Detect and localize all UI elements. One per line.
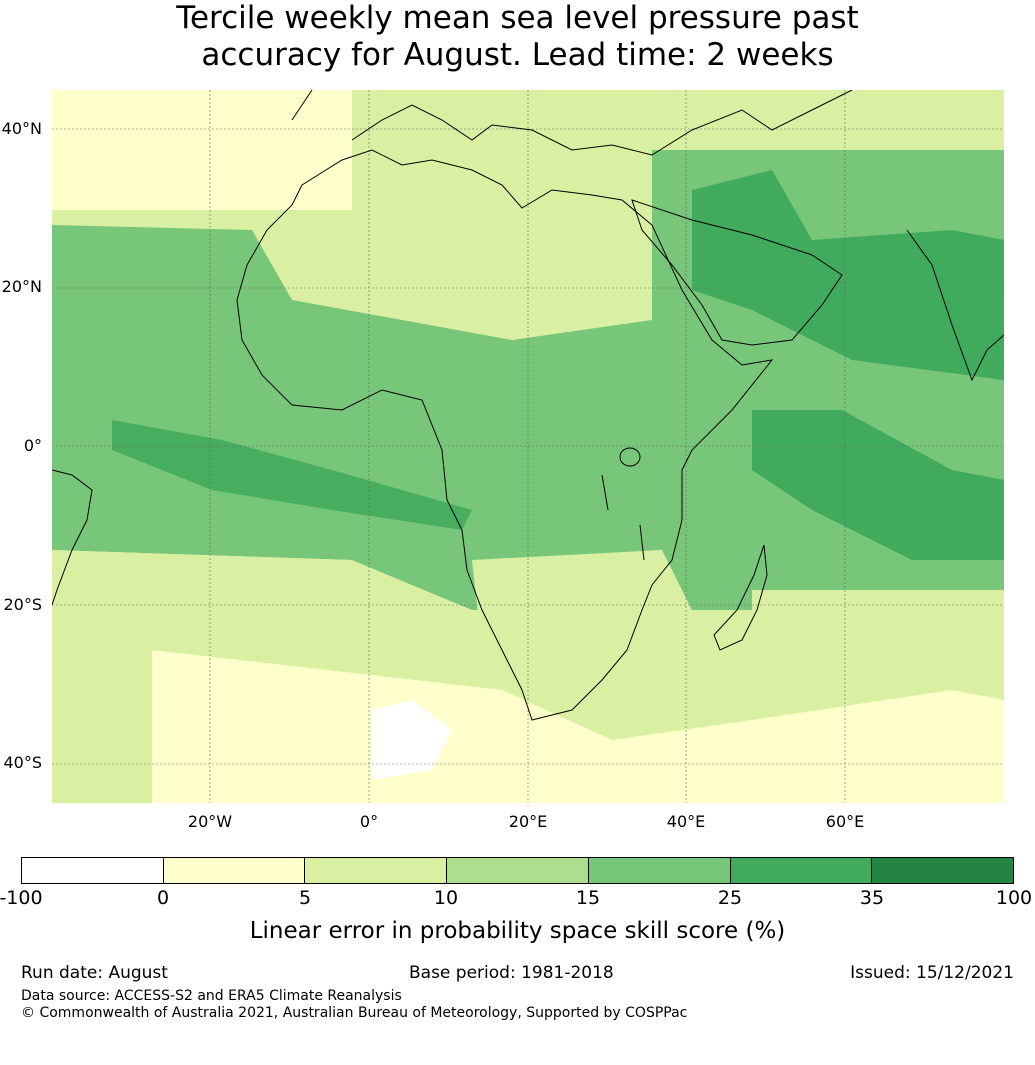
lake-victoria: [619, 447, 641, 467]
lon-label-60e: 60°E: [825, 812, 865, 831]
lake-tanganyika: [601, 474, 609, 511]
map-title-line-1: Tercile weekly mean sea level pressure p…: [176, 0, 859, 36]
zone-tropical-atlantic: [52, 225, 752, 610]
coastline-madagascar: [713, 544, 768, 651]
lake-malawi: [639, 524, 645, 561]
zone-tropical-band-high: [112, 420, 472, 530]
colorbar-segment-1: [22, 858, 164, 883]
colorbar-segment-5: [588, 858, 731, 883]
lat-label-40n: 40°N: [1, 119, 42, 138]
coastline-europe: [291, 90, 853, 156]
colorbar-tick: 15: [575, 887, 601, 909]
skill-score-map: [52, 90, 1004, 803]
lat-label-0: 0°: [23, 436, 42, 455]
lon-label-0: 0°: [359, 812, 379, 831]
lat-label-20s: 20°S: [3, 595, 42, 614]
colorbar-tick: 25: [717, 887, 743, 909]
coastline-arabia: [631, 199, 843, 346]
lon-label-40e: 40°E: [666, 812, 706, 831]
colorbar-tick: 35: [859, 887, 885, 909]
zone-north-atlantic: [52, 90, 352, 210]
copyright: © Commonwealth of Australia 2021, Austra…: [21, 1005, 688, 1021]
colorbar-segment-2: [163, 858, 306, 883]
lat-label-20n: 20°N: [1, 277, 42, 296]
coastline-india: [906, 229, 1004, 382]
colorbar-tick: 0: [156, 887, 170, 909]
colorbar-tick: 10: [433, 887, 459, 909]
issued-date: Issued: 15/12/2021: [850, 963, 1014, 983]
colorbar-tick: -100: [0, 887, 43, 909]
zone-southern-ocean: [152, 650, 1004, 803]
run-date: Run date: August: [21, 963, 168, 983]
colorbar-label: Linear error in probability space skill …: [249, 918, 786, 944]
lat-label-40s: 40°S: [3, 753, 42, 772]
colorbar-tick: 100: [995, 887, 1033, 909]
zone-southern-africa: [472, 550, 692, 740]
base-period: Base period: 1981-2018: [409, 963, 614, 983]
colorbar: [21, 857, 1014, 884]
lon-label-20e: 20°E: [508, 812, 548, 831]
colorbar-segment-4: [447, 858, 589, 883]
colorbar-tick: 5: [298, 887, 312, 909]
zone-sahara: [222, 200, 652, 340]
zone-europe: [352, 90, 672, 150]
zone-white-patch: [372, 700, 452, 780]
colorbar-segment-7: [872, 858, 1014, 883]
coastline-africa: [236, 149, 774, 721]
lon-label-20w: 20°W: [187, 812, 233, 831]
coastline-south-america: [52, 469, 93, 606]
colorbar-segment-6: [730, 858, 873, 883]
zone-indian-ocean-high: [752, 410, 1004, 560]
data-source: Data source: ACCESS-S2 and ERA5 Climate …: [21, 988, 402, 1004]
map-title: Tercile weekly mean sea level pressure p…: [0, 0, 1035, 74]
zone-arabia-high: [692, 170, 1004, 380]
map-title-line-2: accuracy for August. Lead time: 2 weeks: [201, 37, 834, 73]
colorbar-segment-3: [305, 858, 448, 883]
